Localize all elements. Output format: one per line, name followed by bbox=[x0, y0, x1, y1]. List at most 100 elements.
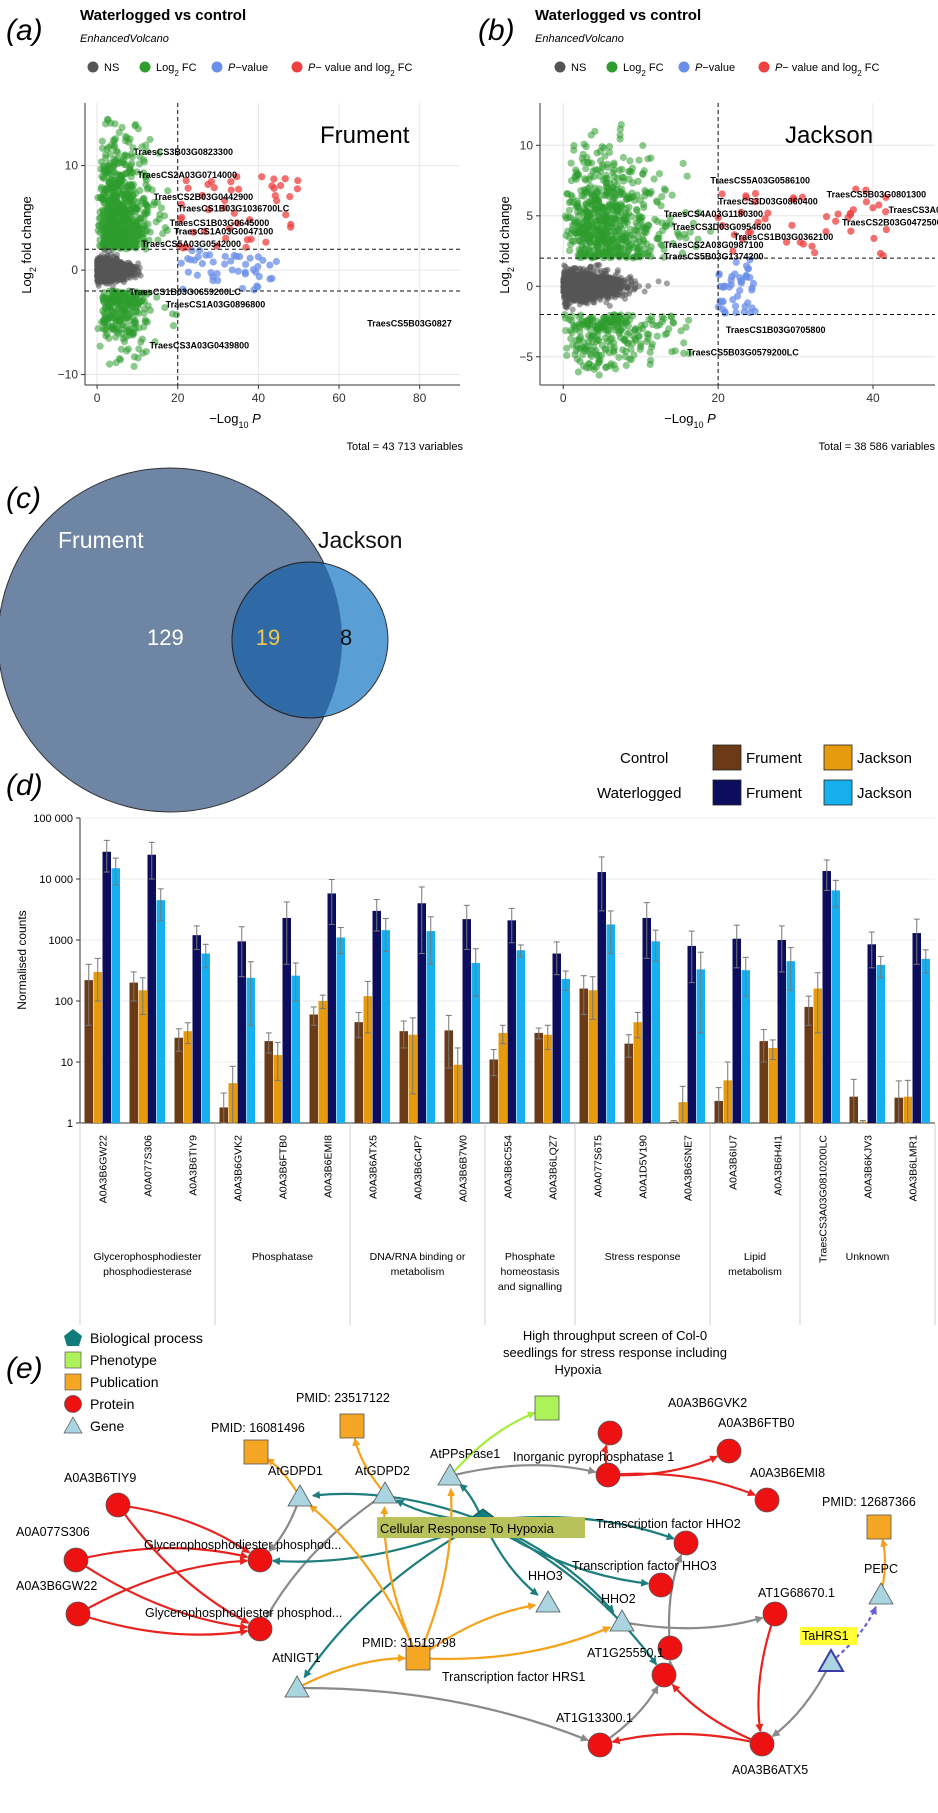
point-log2fc bbox=[637, 214, 645, 222]
point-log2fc bbox=[131, 307, 139, 316]
point-pvalue bbox=[715, 271, 723, 279]
y-tick-label: 100 bbox=[55, 996, 73, 1008]
point-pvalue bbox=[207, 269, 215, 277]
point-log2fc bbox=[120, 160, 129, 169]
point-log2fc bbox=[565, 206, 574, 214]
point-log2fc bbox=[102, 194, 110, 203]
panel-b-ylabel-main: Log bbox=[497, 272, 512, 294]
panel-b-gene-label: TraesCS1B03G0362100 bbox=[734, 232, 834, 242]
panel-d-bar-chart: (d) Control Waterlogged Frument Jackson … bbox=[6, 744, 936, 1325]
point-log2fc bbox=[618, 250, 626, 258]
y-tick-label: 10 bbox=[65, 159, 79, 173]
point-pvalue bbox=[742, 273, 751, 281]
point-log2fc bbox=[601, 152, 609, 160]
panel-a-xlabel-sub: 10 bbox=[238, 420, 248, 430]
point-ns bbox=[573, 290, 580, 297]
point-log2fc bbox=[113, 288, 121, 296]
point-log2fc bbox=[98, 137, 106, 145]
point-log2fc bbox=[103, 314, 111, 323]
panel-b-gene-label: TraesCS5B03G0801300 bbox=[827, 189, 927, 199]
panel-a-xlabel: −Log10 P bbox=[209, 411, 261, 430]
point-log2fc bbox=[102, 224, 111, 232]
bar bbox=[174, 1037, 183, 1123]
point-both bbox=[177, 200, 185, 209]
point-log2fc bbox=[595, 351, 603, 360]
point-pvalue bbox=[737, 279, 745, 287]
point-log2fc bbox=[618, 173, 626, 181]
legend-log2fc-sub: 2 bbox=[641, 69, 646, 78]
point-log2fc bbox=[150, 198, 158, 206]
point-log2fc bbox=[576, 208, 585, 216]
point-log2fc bbox=[582, 164, 590, 173]
point-log2fc bbox=[639, 141, 647, 150]
point-log2fc bbox=[127, 150, 136, 158]
point-ns bbox=[655, 278, 662, 285]
point-log2fc bbox=[680, 349, 688, 357]
panel-b-ylabel: Log2 fold change bbox=[497, 196, 516, 294]
point-log2fc bbox=[586, 239, 594, 247]
point-both bbox=[294, 176, 302, 185]
point-log2fc bbox=[582, 364, 591, 372]
point-log2fc bbox=[657, 240, 665, 248]
panel-b-xlabel: −Log10 P bbox=[664, 411, 716, 430]
point-log2fc bbox=[113, 197, 121, 205]
point-log2fc bbox=[114, 171, 122, 179]
point-both bbox=[822, 213, 831, 221]
point-log2fc bbox=[561, 314, 570, 322]
legend-log2fc-tail: FC bbox=[646, 62, 664, 74]
point-log2fc bbox=[634, 247, 642, 255]
point-both bbox=[225, 224, 233, 232]
category-label: A0A077S306 bbox=[143, 1135, 155, 1197]
point-pvalue bbox=[751, 307, 759, 315]
panel-a-xlabel-main: −Log bbox=[209, 411, 238, 426]
point-log2fc bbox=[669, 239, 677, 248]
point-pvalue bbox=[744, 299, 752, 307]
point-log2fc bbox=[586, 182, 594, 190]
point-log2fc bbox=[590, 206, 599, 214]
point-log2fc bbox=[623, 219, 632, 227]
point-log2fc bbox=[626, 225, 635, 233]
legend-log2fc-dot bbox=[606, 61, 618, 73]
point-log2fc bbox=[583, 158, 592, 167]
point-both bbox=[227, 186, 235, 194]
point-both bbox=[179, 244, 187, 252]
legend-log2fc-label: Log2 FC bbox=[156, 62, 197, 78]
panel-a-plot-label: Frument bbox=[320, 122, 410, 149]
point-log2fc bbox=[601, 216, 609, 224]
panel-b-gene-label: TraesCS3A03G0810200 bbox=[889, 205, 938, 215]
point-pvalue bbox=[177, 259, 185, 267]
point-pvalue bbox=[209, 258, 217, 266]
point-log2fc bbox=[589, 362, 597, 370]
point-log2fc bbox=[130, 353, 139, 361]
point-pvalue bbox=[719, 305, 727, 313]
point-pvalue bbox=[255, 272, 263, 281]
legend-pvalue-tail: −value bbox=[702, 62, 735, 74]
point-ns bbox=[603, 299, 610, 306]
point-pvalue bbox=[228, 266, 236, 274]
point-log2fc bbox=[601, 334, 609, 342]
point-log2fc bbox=[651, 215, 659, 223]
point-both bbox=[882, 226, 890, 234]
point-log2fc bbox=[588, 219, 596, 228]
point-log2fc bbox=[108, 307, 116, 315]
legend-log2fc-main: Log bbox=[623, 62, 641, 74]
point-log2fc bbox=[686, 228, 694, 236]
panel-a-ylabel-tail: fold change bbox=[19, 196, 34, 267]
point-ns bbox=[645, 283, 652, 290]
point-log2fc bbox=[633, 206, 641, 215]
bar bbox=[183, 1031, 192, 1123]
point-ns bbox=[628, 278, 635, 285]
panel-c-label: (c) bbox=[6, 482, 41, 515]
point-log2fc bbox=[115, 178, 124, 186]
point-log2fc bbox=[580, 140, 588, 148]
panel-b-gene-label: TraesCS4A03G1180300 bbox=[664, 209, 763, 219]
point-log2fc bbox=[143, 147, 151, 155]
legend-both-sub: 2 bbox=[857, 69, 862, 78]
point-log2fc bbox=[124, 198, 132, 206]
point-both bbox=[745, 229, 753, 237]
point-log2fc bbox=[105, 360, 114, 368]
venn-left-name: Frument bbox=[58, 527, 144, 553]
point-ns bbox=[589, 287, 596, 294]
